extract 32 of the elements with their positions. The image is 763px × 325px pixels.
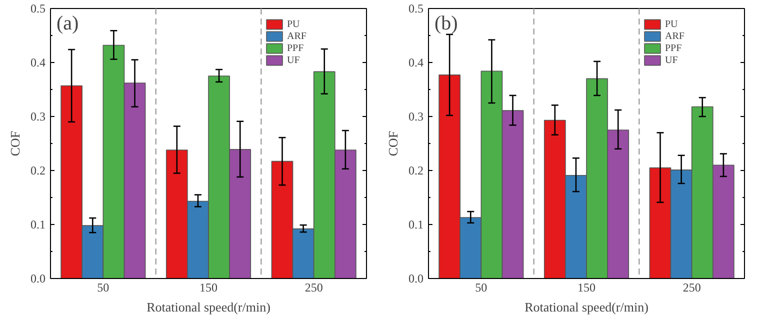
legend-label: ARF	[287, 30, 307, 42]
y-tick-label: 0.3	[408, 110, 424, 124]
y-tick-label: 0.5	[30, 2, 46, 16]
x-tick-label: 50	[97, 280, 110, 294]
x-tick-label: 250	[304, 280, 323, 294]
legend-label: PU	[665, 18, 679, 30]
y-tick-label: 0.2	[408, 164, 424, 178]
annotation: (b)	[434, 12, 458, 34]
legend-label: ARF	[665, 30, 685, 42]
legend-label: UF	[287, 54, 301, 66]
x-tick-label: 150	[578, 280, 596, 294]
legend-label: PPF	[665, 42, 683, 54]
y-tick-label: 0.4	[408, 56, 424, 70]
x-tick-label: 150	[200, 280, 218, 294]
legend-label: PU	[287, 18, 301, 30]
y-tick-label: 0.2	[30, 164, 46, 178]
x-tick-label: 250	[682, 280, 701, 294]
legend-label: UF	[665, 54, 679, 66]
y-tick-label: 0.0	[30, 272, 46, 286]
y-tick-label: 0.5	[408, 2, 424, 16]
y-tick-label: 0.1	[30, 218, 46, 232]
y-axis-title: COF	[8, 130, 22, 156]
x-axis-title: Rotational speed(r/min)	[146, 300, 270, 314]
y-axis-title: COF	[386, 130, 400, 156]
y-tick-label: 0.4	[30, 56, 46, 70]
x-axis-title: Rotational speed(r/min)	[524, 300, 648, 314]
annotation: (a)	[56, 12, 79, 34]
legend-label: PPF	[287, 42, 305, 54]
x-tick-label: 50	[475, 280, 488, 294]
y-tick-label: 0.3	[30, 110, 46, 124]
y-tick-label: 0.1	[408, 218, 424, 232]
y-tick-label: 0.0	[408, 272, 424, 286]
